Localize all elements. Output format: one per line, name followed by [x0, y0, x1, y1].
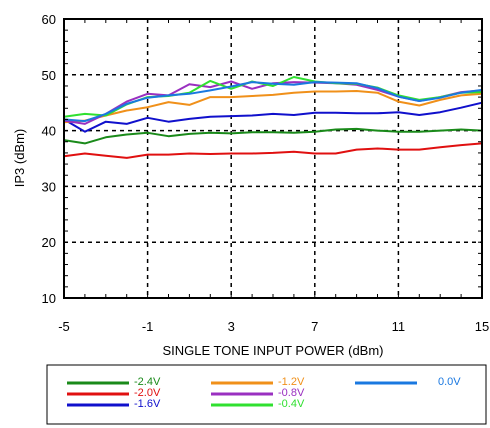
- y-tick-label: 30: [42, 179, 56, 194]
- series-line: [63, 127, 483, 145]
- x-axis-label: SINGLE TONE INPUT POWER (dBm): [162, 343, 383, 358]
- y-tick-label: 20: [42, 235, 56, 250]
- y-tick-label: 50: [42, 68, 56, 83]
- legend-label: -2.4V: [134, 376, 161, 388]
- y-axis-label: IP3 (dBm): [12, 129, 27, 188]
- plot-background: [64, 19, 482, 298]
- series-line: [63, 142, 483, 159]
- series-line: [63, 81, 483, 123]
- series-lines: [63, 76, 483, 159]
- legend-label: -1.2V: [278, 376, 305, 388]
- y-tick-label: 10: [42, 291, 56, 306]
- tick-marks: [63, 18, 483, 299]
- legend-label: -0.4V: [278, 398, 305, 410]
- legend: -2.4V-2.0V-1.6V -1.2V-0.8V-0.4V 0.0V: [67, 376, 461, 410]
- y-tick-label: 60: [42, 12, 56, 27]
- grid-lines: [64, 19, 482, 298]
- legend-label: -0.8V: [278, 387, 305, 399]
- x-tick-label: 11: [392, 319, 406, 334]
- legend-label: -2.0V: [134, 387, 161, 399]
- x-tick-label: -5: [58, 319, 70, 334]
- x-tick-label: 15: [475, 319, 489, 334]
- x-tick-labels: -5 -1 3 7 11 15: [58, 319, 489, 334]
- y-tick-labels: 10 20 30 40 50 60: [42, 12, 56, 306]
- series-line: [63, 101, 483, 133]
- x-tick-label: 7: [311, 319, 318, 334]
- x-tick-label: 3: [228, 319, 235, 334]
- y-tick-label: 40: [42, 124, 56, 139]
- x-tick-label: -1: [142, 319, 154, 334]
- legend-label: -1.6V: [134, 398, 161, 410]
- legend-label: 0.0V: [438, 376, 461, 388]
- series-line: [63, 90, 483, 124]
